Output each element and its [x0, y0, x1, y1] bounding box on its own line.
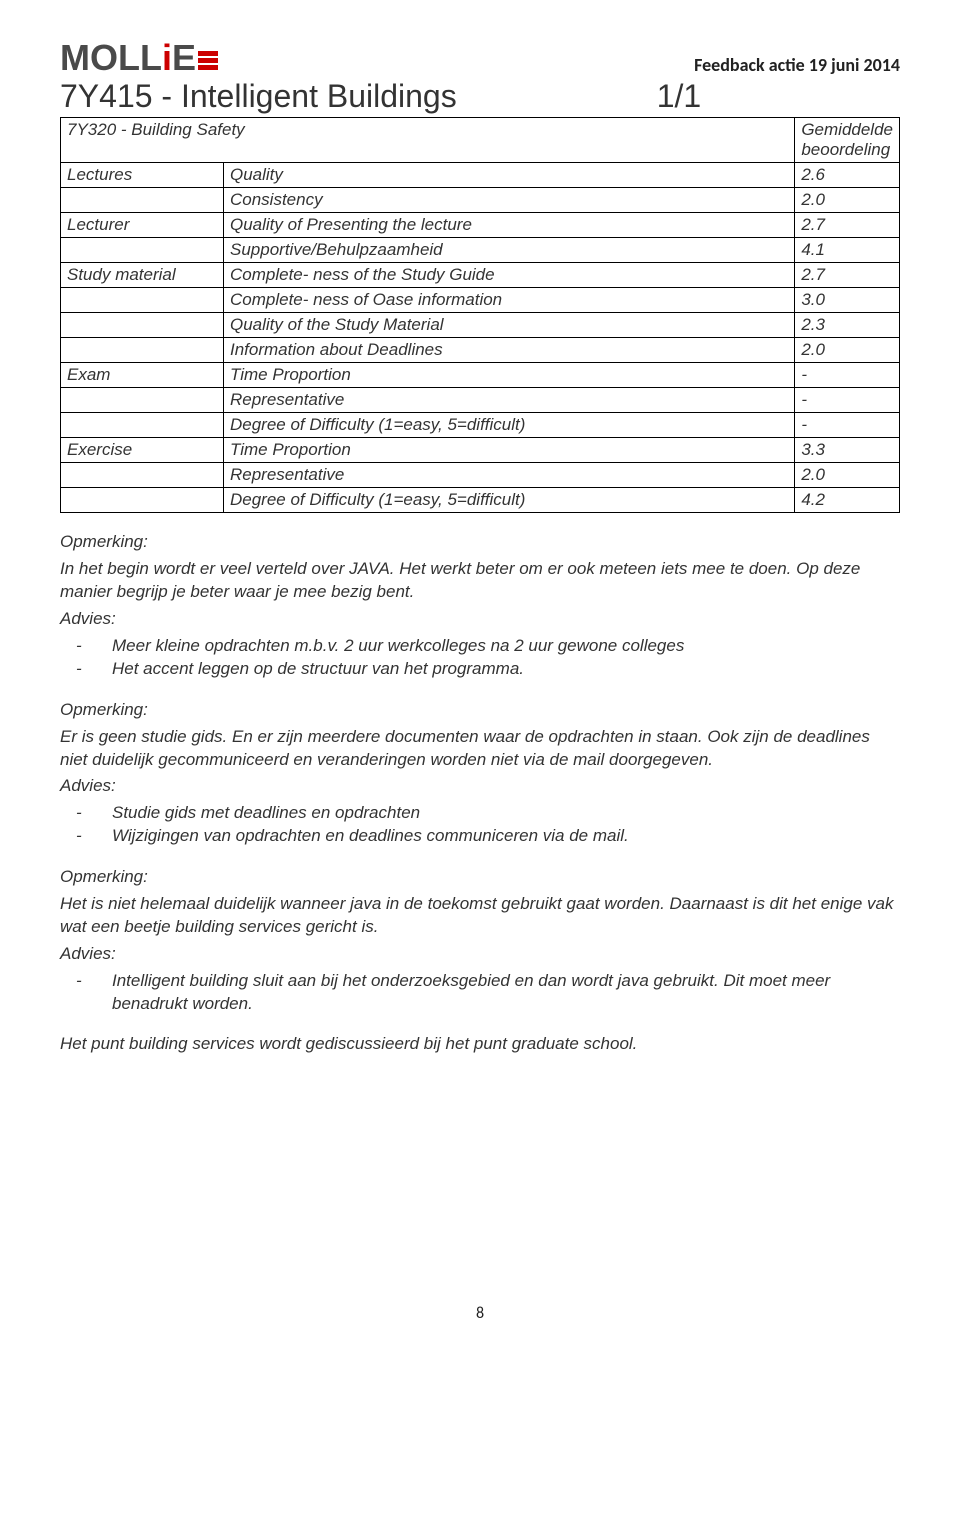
- table-cell-value: 2.7: [795, 213, 900, 238]
- advies-label: Advies:: [60, 608, 900, 631]
- table-cell-value: Gemiddelde beoordeling: [795, 118, 900, 163]
- remark-label: Opmerking:: [60, 699, 900, 722]
- table-cell-value: -: [795, 413, 900, 438]
- table-cell-category: Lecturer: [61, 213, 224, 238]
- table-cell-value: 3.3: [795, 438, 900, 463]
- table-cell-category: [61, 313, 224, 338]
- course-title: 7Y415 - Intelligent Buildings: [60, 78, 457, 115]
- table-row: LecturesQuality2.6: [61, 163, 900, 188]
- table-cell-category: [61, 413, 224, 438]
- rating-table: 7Y320 - Building SafetyGemiddelde beoord…: [60, 117, 900, 513]
- table-cell-description: Representative: [224, 388, 795, 413]
- table-row: Quality of the Study Material2.3: [61, 313, 900, 338]
- table-row: Complete- ness of Oase information3.0: [61, 288, 900, 313]
- table-cell-value: 2.0: [795, 188, 900, 213]
- remark-label: Opmerking:: [60, 531, 900, 554]
- table-cell-description: Representative: [224, 463, 795, 488]
- remark-body: Het is niet helemaal duidelijk wanneer j…: [60, 893, 900, 939]
- table-cell-value: 4.1: [795, 238, 900, 263]
- table-cell-description: Information about Deadlines: [224, 338, 795, 363]
- table-cell-category: Study material: [61, 263, 224, 288]
- page-indicator: 1/1: [657, 78, 701, 115]
- table-cell-description: Quality of the Study Material: [224, 313, 795, 338]
- advies-list: Studie gids met deadlines en opdrachtenW…: [60, 802, 900, 848]
- closing-line: Het punt building services wordt gediscu…: [60, 1034, 900, 1054]
- remark-body: Er is geen studie gids. En er zijn meerd…: [60, 726, 900, 772]
- advies-label: Advies:: [60, 775, 900, 798]
- table-cell-description: Consistency: [224, 188, 795, 213]
- table-cell-description: Complete- ness of Oase information: [224, 288, 795, 313]
- table-row: Degree of Difficulty (1=easy, 5=difficul…: [61, 488, 900, 513]
- table-row: 7Y320 - Building SafetyGemiddelde beoord…: [61, 118, 900, 163]
- advies-item: Het accent leggen op de structuur van he…: [100, 658, 900, 681]
- table-cell-value: -: [795, 388, 900, 413]
- remark-label: Opmerking:: [60, 866, 900, 889]
- table-cell-value: 2.0: [795, 338, 900, 363]
- remarks-section: Opmerking: In het begin wordt er veel ver…: [60, 531, 900, 1016]
- table-cell-category: Exam: [61, 363, 224, 388]
- table-cell-value: 2.6: [795, 163, 900, 188]
- table-cell-value: 2.0: [795, 463, 900, 488]
- table-cell-value: 2.7: [795, 263, 900, 288]
- table-cell-description: Supportive/Behulpzaamheid: [224, 238, 795, 263]
- table-row: Information about Deadlines2.0: [61, 338, 900, 363]
- feedback-label: Feedback actie 19 juni 2014: [694, 54, 900, 76]
- advies-item: Meer kleine opdrachten m.b.v. 2 uur werk…: [100, 635, 900, 658]
- table-cell-value: 2.3: [795, 313, 900, 338]
- advies-item: Intelligent building sluit aan bij het o…: [100, 970, 900, 1016]
- table-cell-description: Complete- ness of the Study Guide: [224, 263, 795, 288]
- table-cell-value: 4.2: [795, 488, 900, 513]
- table-cell-description: Quality: [224, 163, 795, 188]
- table-cell-description: Degree of Difficulty (1=easy, 5=difficul…: [224, 413, 795, 438]
- advies-label: Advies:: [60, 943, 900, 966]
- page-container: MOLLiE Feedback actie 19 juni 2014 7Y415…: [0, 0, 960, 1383]
- table-cell-category: [61, 388, 224, 413]
- table-cell-value: -: [795, 363, 900, 388]
- table-cell-value: 3.0: [795, 288, 900, 313]
- table-row: Representative2.0: [61, 463, 900, 488]
- table-row: ExerciseTime Proportion3.3: [61, 438, 900, 463]
- table-row: Degree of Difficulty (1=easy, 5=difficul…: [61, 413, 900, 438]
- table-cell-description: Time Proportion: [224, 363, 795, 388]
- table-cell-category: [61, 488, 224, 513]
- advies-item: Studie gids met deadlines en opdrachten: [100, 802, 900, 825]
- table-cell-category: 7Y320 - Building Safety: [61, 118, 795, 163]
- table-cell-category: [61, 238, 224, 263]
- table-row: Representative-: [61, 388, 900, 413]
- table-cell-category: Lectures: [61, 163, 224, 188]
- title-row: 7Y415 - Intelligent Buildings 1/1: [60, 78, 900, 115]
- advies-list: Intelligent building sluit aan bij het o…: [60, 970, 900, 1016]
- table-row: Supportive/Behulpzaamheid4.1: [61, 238, 900, 263]
- table-row: Study materialComplete- ness of the Stud…: [61, 263, 900, 288]
- table-cell-description: Quality of Presenting the lecture: [224, 213, 795, 238]
- footer-page-number: 8: [60, 1304, 900, 1323]
- table-row: Consistency2.0: [61, 188, 900, 213]
- table-row: ExamTime Proportion-: [61, 363, 900, 388]
- advies-list: Meer kleine opdrachten m.b.v. 2 uur werk…: [60, 635, 900, 681]
- logo: MOLLiE: [60, 40, 218, 76]
- header-row: MOLLiE Feedback actie 19 juni 2014: [60, 40, 900, 76]
- table-cell-category: [61, 463, 224, 488]
- remark-body: In het begin wordt er veel verteld over …: [60, 558, 900, 604]
- table-cell-description: Time Proportion: [224, 438, 795, 463]
- table-cell-category: [61, 288, 224, 313]
- advies-item: Wijzigingen van opdrachten en deadlines …: [100, 825, 900, 848]
- table-cell-category: [61, 338, 224, 363]
- table-cell-category: [61, 188, 224, 213]
- table-row: LecturerQuality of Presenting the lectur…: [61, 213, 900, 238]
- table-cell-category: Exercise: [61, 438, 224, 463]
- table-cell-description: Degree of Difficulty (1=easy, 5=difficul…: [224, 488, 795, 513]
